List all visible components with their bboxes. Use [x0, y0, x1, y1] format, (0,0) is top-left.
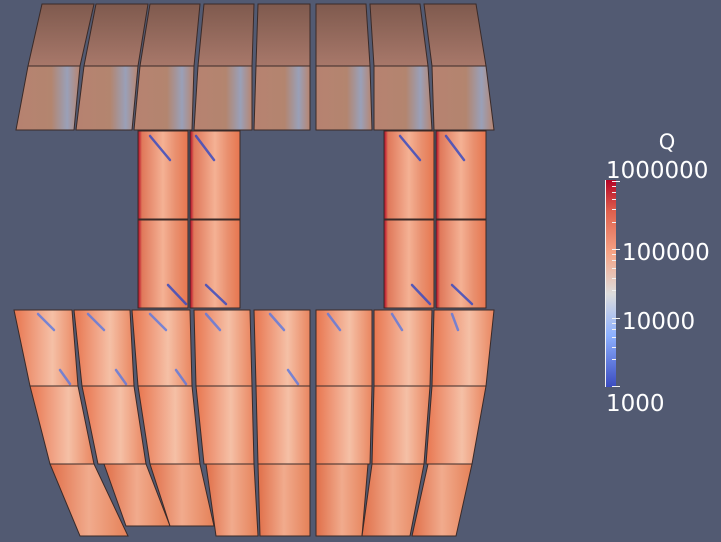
legend-label-min: 1000 [606, 391, 665, 417]
upper-ring [15, 3, 495, 131]
color-scale-bar [605, 180, 616, 387]
legend-label-10000: 10000 [622, 309, 696, 335]
lower-ring-low-q-streaks [36, 312, 460, 386]
column-low-q-streaks [148, 134, 474, 306]
lower-ring [13, 309, 495, 537]
legend-label-100000: 100000 [622, 240, 710, 266]
legend-title: Q [658, 130, 676, 154]
legend-label-max: 1000000 [606, 158, 709, 184]
side-columns [137, 130, 487, 309]
